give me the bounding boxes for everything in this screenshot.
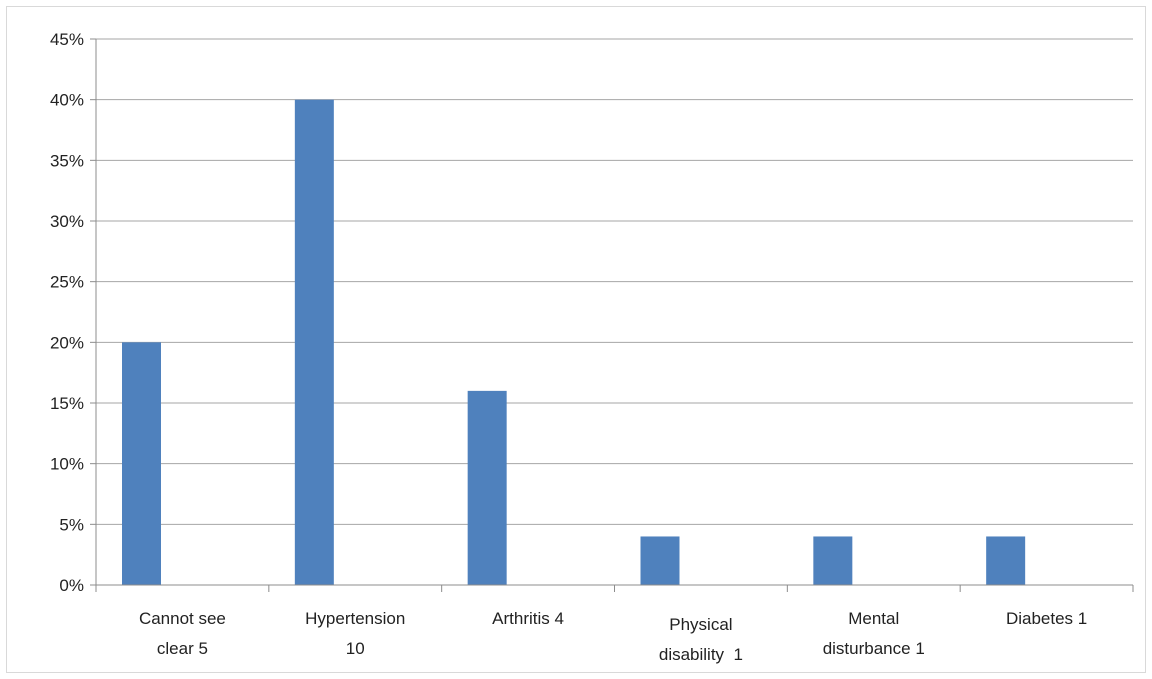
x-tick-label: disturbance 1 [823,639,925,658]
x-tick-label: Physical [669,615,732,634]
y-tick-label: 40% [50,91,84,110]
x-tick-label: clear 5 [157,639,208,658]
x-tick-label: Cannot see [139,609,226,628]
y-tick-label: 10% [50,455,84,474]
y-tick-label: 15% [50,394,84,413]
y-tick-label: 25% [50,273,84,292]
x-tick-label: Diabetes 1 [1006,609,1087,628]
y-tick-label: 35% [50,151,84,170]
y-axis-ticks: 0% 5% 10% 15% 20% 25% 30% 35% 40% 45% [50,30,96,595]
bar [640,536,680,585]
x-tick-label: Hypertension [305,609,405,628]
y-tick-label: 5% [59,515,84,534]
bar [467,390,507,585]
bar [294,99,334,586]
bar [813,536,853,585]
axes [95,39,1134,592]
y-tick-label: 0% [59,576,84,595]
gridlines [96,38,1133,525]
x-tick-label: Arthritis 4 [492,609,564,628]
y-tick-label: 45% [50,30,84,49]
x-axis-labels: Cannot see clear 5 Hypertension 10 Arthritis… [139,609,1087,664]
y-tick-label: 20% [50,333,84,352]
bar [122,342,161,585]
chart-frame [6,6,1146,673]
bars [122,99,1026,586]
x-tick-label: disability 1 [659,645,743,664]
y-tick-label: 30% [50,212,84,231]
x-tick-label: Mental [848,609,899,628]
x-tick-label: 10 [346,639,365,658]
bar [986,536,1026,585]
